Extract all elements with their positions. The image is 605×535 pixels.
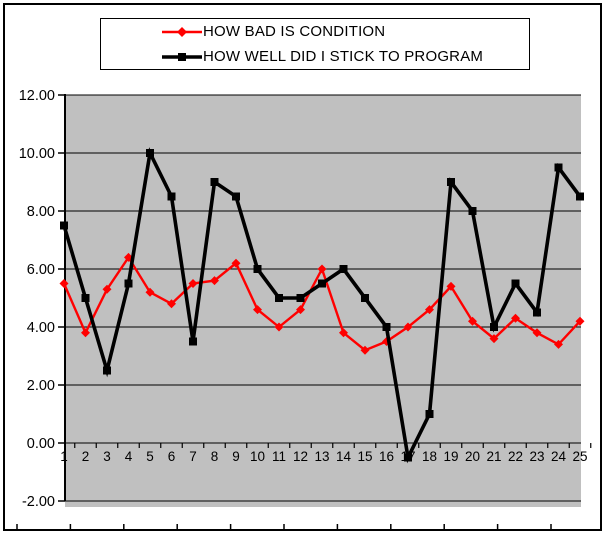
x-axis-label: 10 [250,449,265,464]
x-axis-label: 15 [357,449,372,464]
data-point-square [318,279,326,288]
data-point-diamond [274,322,284,332]
data-point-diamond [403,322,413,332]
data-point-square [146,149,154,157]
x-axis-label: 22 [508,449,523,464]
data-point-square [124,279,133,288]
y-axis-label: 6.00 [27,262,55,278]
data-point-diamond [532,328,542,338]
x-axis-label: 14 [336,449,352,464]
y-axis-label: 4.00 [27,320,55,336]
x-axis-label: 25 [572,449,587,464]
data-point-diamond [339,328,348,338]
y-axis-label: 8.00 [27,204,55,220]
data-point-diamond [102,284,112,294]
data-point-diamond [296,305,305,315]
x-axis-label: 8 [211,449,219,464]
y-axis-label: 10.00 [19,146,55,162]
x-axis-label: 21 [486,449,501,464]
x-axis-label: 11 [272,449,286,464]
x-axis-label: 12 [293,449,308,464]
x-axis-label: 13 [314,449,329,464]
data-point-square [189,337,197,346]
data-point-square [404,453,412,462]
data-point-diamond [511,313,520,323]
x-axis-label: 24 [551,449,567,464]
data-point-square [511,279,520,288]
x-axis-label: 3 [103,449,111,464]
x-axis-label: 4 [125,449,133,464]
data-point-square [425,410,434,418]
x-axis-label: 18 [422,449,437,464]
data-point-square [275,294,283,302]
data-point-square [382,323,391,331]
x-axis-label: 2 [82,449,90,464]
x-axis-label: 20 [465,449,480,464]
data-point-square [339,265,348,273]
data-point-diamond [489,334,499,344]
x-axis-label: 9 [232,449,240,464]
x-axis-label: 16 [379,449,394,464]
data-point-diamond [425,305,434,315]
data-point-square [167,192,176,201]
data-point-square [468,207,477,215]
y-axis-label: 2.00 [27,378,55,394]
data-point-diamond [317,264,327,274]
plot-area [65,95,581,507]
legend-item-condition: HOW BAD IS CONDITION [161,20,529,43]
data-point-square [232,192,240,201]
legend-label: HOW WELL DID I STICK TO PROGRAM [203,48,484,65]
data-point-square [447,178,455,186]
y-axis-label: 0.00 [27,436,55,452]
data-point-square [103,366,111,375]
data-point-square [576,192,584,201]
data-point-diamond [188,279,198,288]
data-point-diamond [167,299,176,309]
x-axis-label: 23 [529,449,544,464]
data-point-square [490,323,498,331]
x-axis-label: 1 [60,449,68,464]
y-axis-label: 12.00 [19,88,55,104]
x-axis-label: 7 [189,449,197,464]
data-point-square [81,294,90,302]
data-point-square [554,163,563,172]
x-axis-label: 5 [146,449,154,464]
data-point-diamond [554,339,563,349]
data-point-square [361,294,369,302]
data-point-diamond [59,279,69,288]
legend-sample-line-icon [162,52,202,61]
data-point-diamond [468,316,477,326]
data-point-diamond [210,276,219,286]
data-point-diamond [231,258,241,268]
x-axis-label: 19 [443,449,458,464]
data-point-square [533,308,541,317]
y-axis-label: -2.00 [22,494,55,510]
data-point-square [296,294,305,302]
legend-sample-line-icon [162,26,202,37]
data-point-square [210,178,219,186]
legend-label: HOW BAD IS CONDITION [203,23,386,40]
data-point-diamond [575,316,585,326]
data-point-diamond [145,287,155,297]
data-point-square [253,265,262,273]
legend-item-program: HOW WELL DID I STICK TO PROGRAM [161,45,529,68]
legend: HOW BAD IS CONDITION HOW WELL DID I STIC… [100,18,530,70]
data-point-diamond [446,281,456,291]
data-point-diamond [360,345,370,355]
data-point-diamond [253,305,262,315]
data-point-square [60,221,68,230]
data-point-diamond [81,328,90,338]
x-axis-label: 6 [168,449,176,464]
